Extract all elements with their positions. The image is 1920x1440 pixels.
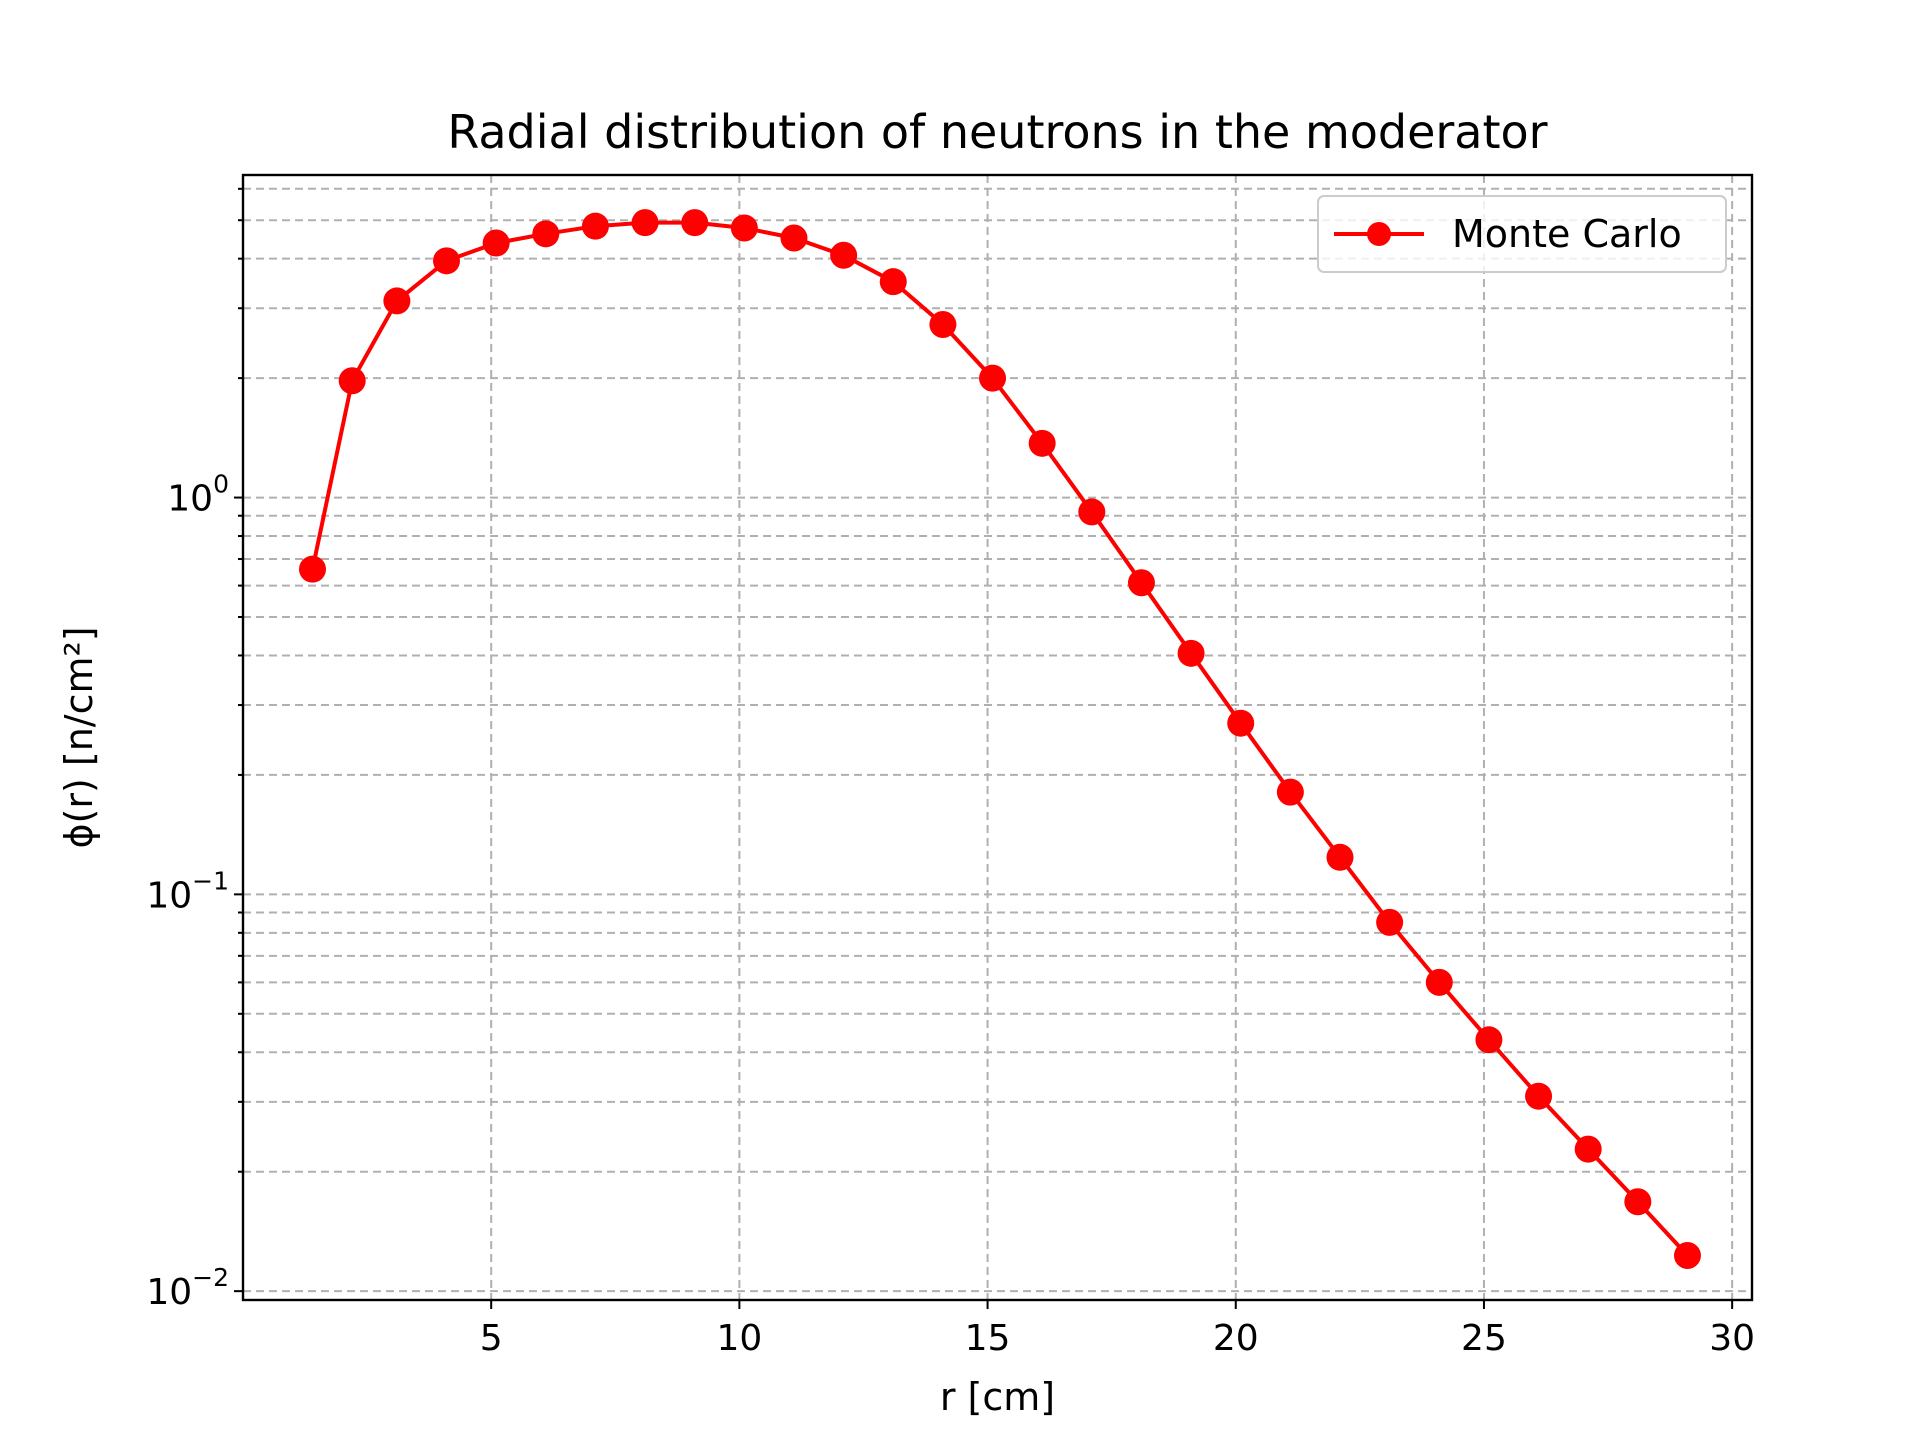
- x-tick-label: 20: [1213, 1318, 1259, 1359]
- data-point: [1177, 639, 1205, 667]
- data-point: [1227, 709, 1255, 737]
- x-tick-label: 15: [965, 1318, 1011, 1359]
- x-tick-label: 25: [1461, 1318, 1507, 1359]
- x-tick-label: 5: [480, 1318, 503, 1359]
- y-axis-label: ϕ(r) [n/cm²]: [57, 626, 101, 848]
- legend-box: [1317, 195, 1727, 273]
- data-point: [879, 268, 907, 296]
- data-point: [830, 241, 858, 269]
- data-point: [1326, 843, 1354, 871]
- data-point: [581, 212, 609, 240]
- x-axis-label: r [cm]: [940, 1375, 1055, 1419]
- series-layer: [298, 209, 1701, 1269]
- data-point: [979, 364, 1007, 392]
- data-point: [730, 214, 758, 242]
- data-point: [298, 555, 326, 583]
- data-point: [631, 209, 659, 237]
- data-point: [1475, 1026, 1503, 1054]
- data-point: [1425, 968, 1453, 996]
- data-point: [1028, 429, 1056, 457]
- plot-frame: [241, 173, 1754, 1302]
- grid: [243, 175, 1752, 1300]
- legend-entry-monte-carlo: Monte Carlo: [1452, 212, 1682, 256]
- data-point: [1276, 778, 1304, 806]
- data-point: [929, 310, 957, 338]
- data-point: [1078, 498, 1106, 526]
- data-point: [780, 224, 808, 252]
- data-point: [1376, 908, 1404, 936]
- y-tick-label: 10−1: [146, 866, 229, 916]
- data-point: [482, 229, 510, 257]
- data-point: [681, 209, 709, 237]
- data-point: [383, 287, 411, 315]
- y-tick-label: 10−2: [146, 1263, 229, 1313]
- data-point: [338, 367, 366, 395]
- x-tick-label: 10: [716, 1318, 762, 1359]
- data-point: [1673, 1241, 1701, 1269]
- data-point: [1525, 1082, 1553, 1110]
- chart-title: Radial distribution of neutrons in the m…: [447, 105, 1547, 159]
- legend-marker-swatch: [1367, 222, 1391, 246]
- data-point: [433, 247, 461, 275]
- x-tick-label: 30: [1709, 1318, 1755, 1359]
- data-point: [1127, 569, 1155, 597]
- data-point: [1624, 1188, 1652, 1216]
- data-point: [532, 220, 560, 248]
- y-tick-label: 100: [167, 470, 229, 520]
- legend: Monte Carlo: [1317, 195, 1727, 273]
- data-point: [1574, 1135, 1602, 1163]
- axis-ticks: 5 10 15 20 25 30 10−2 10−1 100: [146, 187, 1755, 1359]
